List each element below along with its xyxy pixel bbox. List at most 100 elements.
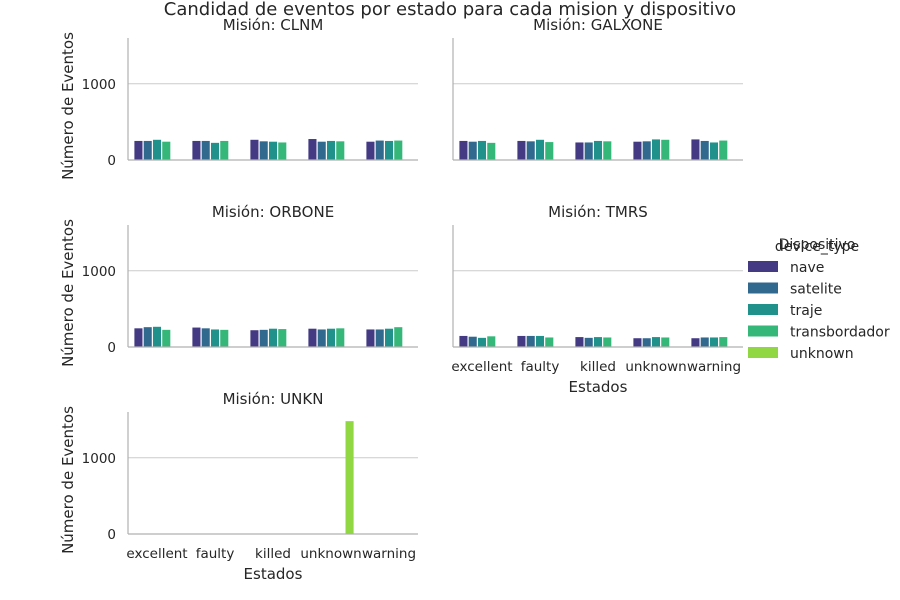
legend-title: Dispositivo (779, 237, 856, 253)
bar-nave (308, 328, 317, 347)
bar-traje (593, 140, 603, 160)
bar-traje (268, 328, 278, 347)
bar-satelite (642, 141, 651, 160)
legend-label-nave: nave (790, 260, 824, 276)
bar-traje (326, 140, 336, 160)
y-tick-label: 1000 (82, 264, 116, 280)
legend-swatch-traje (748, 304, 778, 315)
bar-traje (709, 142, 719, 160)
bar-satelite (468, 141, 477, 160)
y-axis-label: Número de Eventos (59, 406, 77, 554)
bar-transbordador (545, 337, 554, 347)
bar-nave (575, 337, 584, 347)
bar-traje (152, 139, 162, 160)
bar-nave (633, 141, 642, 160)
x-axis-label: Estados (569, 378, 628, 396)
bar-transbordador (719, 140, 728, 160)
bar-traje (593, 337, 603, 347)
panel-misi-n-galxone: Misión: GALXONE (452, 16, 743, 161)
bar-transbordador (278, 329, 287, 347)
x-tick-label: excellent (126, 546, 187, 562)
bar-satelite (317, 329, 326, 347)
bar-nave (459, 140, 468, 160)
legend-swatch-satelite (748, 282, 778, 294)
y-tick-label: 1000 (82, 451, 116, 467)
bar-nave (633, 338, 642, 347)
bar-transbordador (336, 141, 345, 160)
bar-transbordador (487, 336, 496, 347)
panel-title: Misión: ORBONE (212, 203, 334, 221)
legend-label-satelite: satelite (790, 282, 842, 298)
panel-misi-n-unkn: Misión: UNKN 0 1000 Número de Eventos excell… (59, 390, 418, 583)
bar-transbordador (661, 139, 670, 160)
bar-transbordador (220, 140, 229, 160)
x-tick-label: faulty (521, 359, 560, 375)
x-tick-label: unknown (300, 546, 361, 562)
bar-transbordador (545, 142, 554, 160)
bar-nave (250, 139, 259, 160)
y-axis-label: Número de Eventos (59, 219, 77, 367)
panel-title: Misión: CLNM (223, 16, 324, 34)
bar-traje (477, 337, 487, 347)
bar-satelite (468, 336, 477, 347)
legend-label-traje: traje (790, 303, 822, 319)
legend-swatch-transbordador (748, 325, 778, 337)
bar-transbordador (336, 328, 345, 347)
panel-title: Misión: TMRS (548, 203, 648, 221)
bar-transbordador (719, 337, 728, 347)
x-tick-label: killed (255, 546, 291, 562)
bar-nave (366, 329, 375, 347)
x-tick-label: unknown (625, 359, 686, 375)
bar-satelite (259, 329, 268, 347)
bar-transbordador (661, 337, 670, 347)
x-tick-label: faulty (196, 546, 235, 562)
bar-unknown (345, 421, 354, 534)
bar-nave (575, 142, 584, 160)
panel-misi-n-clnm: Misión: CLNM 0 1000 Número de Eventos (59, 16, 418, 180)
bar-nave (192, 140, 201, 160)
bar-satelite (143, 140, 152, 160)
bar-satelite (526, 335, 535, 347)
bar-satelite (526, 141, 535, 160)
bar-satelite (201, 140, 210, 160)
bar-satelite (642, 338, 651, 347)
bar-transbordador (394, 140, 403, 160)
bar-traje (210, 329, 220, 347)
y-tick-label: 1000 (82, 77, 116, 93)
bar-traje (152, 326, 162, 347)
x-axis-label: Estados (244, 565, 303, 583)
chart-title: Candidad de eventos por estado para cada… (164, 0, 736, 20)
bar-transbordador (487, 142, 496, 160)
y-tick-label: 0 (107, 340, 116, 356)
bar-transbordador (394, 327, 403, 347)
x-tick-label: warning (687, 359, 741, 375)
bar-nave (308, 139, 317, 160)
bar-nave (134, 328, 143, 347)
bar-nave (691, 338, 700, 347)
bar-nave (366, 141, 375, 160)
panel-misi-n-tmrs: Misión: TMRS excellent faulty killed unknown… (451, 203, 743, 396)
bar-satelite (317, 141, 326, 160)
panel-title: Misión: UNKN (223, 390, 324, 408)
bar-nave (517, 335, 526, 347)
bar-nave (459, 335, 468, 347)
legend-label-transbordador: transbordador (790, 325, 890, 341)
bar-transbordador (603, 141, 612, 160)
bar-traje (651, 337, 661, 347)
bar-satelite (700, 337, 709, 347)
panel-misi-n-orbone: Misión: ORBONE 0 1000 Número de Eventos (59, 203, 418, 367)
bar-nave (691, 139, 700, 160)
bar-satelite (375, 140, 384, 160)
y-tick-label: 0 (107, 153, 116, 169)
bar-traje (535, 139, 545, 160)
y-tick-label: 0 (107, 527, 116, 543)
bar-satelite (375, 329, 384, 347)
bar-satelite (201, 328, 210, 347)
bar-traje (268, 141, 278, 160)
bar-satelite (700, 140, 709, 160)
legend-swatch-nave (748, 261, 778, 272)
bar-satelite (259, 141, 268, 160)
bar-traje (535, 335, 545, 347)
bar-satelite (584, 337, 593, 347)
